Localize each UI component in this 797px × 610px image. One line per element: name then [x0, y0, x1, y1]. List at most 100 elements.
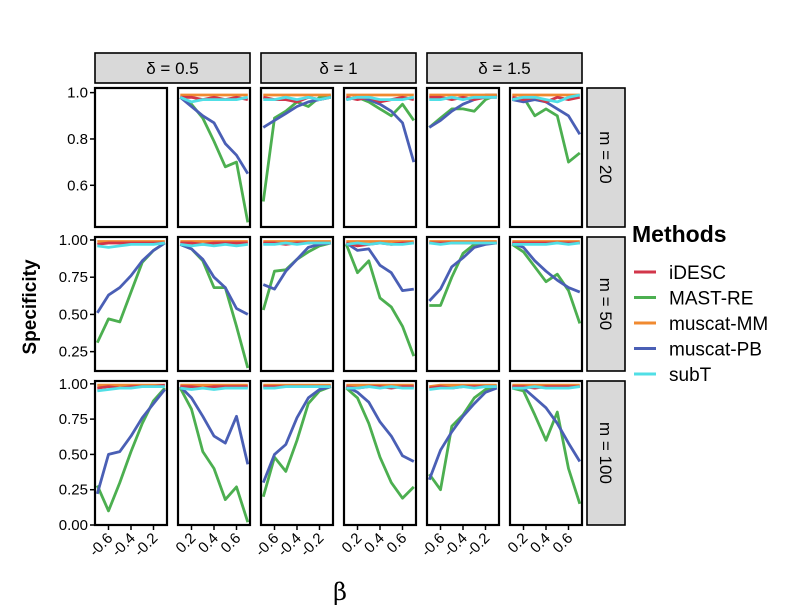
series-line-mast-re	[345, 387, 415, 500]
series-line-subt	[179, 95, 249, 104]
y-axes: 1.0 0.8 0.6 1.00 0.75 0.50 0.25 1.00 0.75 0.50 0.2…	[59, 85, 95, 534]
legend-title: Methods	[632, 221, 727, 247]
y-tick-label: 0.25	[59, 482, 88, 499]
panel-bg	[178, 237, 250, 371]
row-strip-label: m = 100	[596, 422, 615, 484]
series-line-idesc	[180, 241, 248, 246]
panel-bg	[261, 381, 333, 525]
series-line-muscat-pb	[179, 243, 249, 316]
panel-bg	[427, 381, 499, 525]
series-line-muscat-pb	[511, 241, 581, 294]
y-tick-label: 1.00	[59, 376, 88, 393]
legend-label: iDESC	[669, 263, 726, 284]
panel-bg	[95, 88, 167, 227]
legend-label: subT	[669, 365, 712, 386]
y-tick-label: 0.25	[59, 344, 88, 361]
panel-r0-c1-neg	[259, 86, 335, 229]
y-tick-label: 0.50	[59, 306, 88, 323]
series-line-subt	[429, 385, 497, 391]
series-line-subt	[263, 95, 332, 101]
row-strip-bg	[586, 236, 626, 372]
series-line-idesc	[512, 95, 581, 104]
series-line-subt	[429, 241, 497, 246]
panel-bg	[510, 237, 582, 371]
series-line-subt	[97, 385, 165, 393]
panel-bg	[344, 237, 416, 371]
series-line-subt	[180, 242, 248, 248]
panel-border	[342, 86, 418, 229]
panel-r1-c0-neg	[93, 235, 169, 373]
x-tick-label: -0.2	[131, 530, 161, 560]
x-tick-label: 0.6	[384, 530, 411, 557]
panel-r2-c2-neg	[425, 379, 501, 527]
x-tick-label: 0.6	[218, 530, 245, 557]
y-tick-label: 0.00	[59, 517, 88, 534]
panel-bg	[427, 88, 499, 227]
x-tick-label: 0.6	[550, 530, 577, 557]
row-strips: m = 20 m = 50 m = 100	[586, 87, 626, 526]
panel-r0-c1-pos	[342, 86, 418, 229]
y-tick-label: 1.00	[59, 232, 88, 249]
legend-label: muscat-MM	[669, 314, 768, 335]
panel-r1-c2-pos	[508, 235, 584, 373]
panel-border	[259, 235, 335, 373]
panel-r0-c2-pos	[508, 86, 584, 229]
legend-label: MAST-RE	[669, 289, 753, 310]
row-strip-bg	[586, 87, 626, 228]
panel-border	[508, 235, 584, 373]
panel-r2-c2-pos	[508, 379, 584, 527]
series-line-subt	[180, 386, 248, 391]
panel-border	[93, 86, 169, 229]
panel-r2-c1-neg	[259, 379, 335, 527]
panel-bg	[95, 237, 167, 371]
series-line-subt	[429, 95, 497, 101]
panels	[93, 86, 584, 527]
series-line-idesc	[180, 95, 249, 101]
panel-r0-c0-neg	[93, 86, 169, 229]
col-strip-label: δ = 1	[319, 59, 357, 78]
panel-border	[508, 86, 584, 229]
row-strip-label: m = 50	[596, 278, 615, 330]
legend: Methods iDESC MAST-RE muscat-MM muscat-PB su…	[632, 221, 768, 386]
y-tick-label: 1.0	[67, 85, 88, 102]
panel-border	[93, 235, 169, 373]
series-line-mast-re	[511, 386, 582, 505]
panel-border	[425, 235, 501, 373]
series-line-subt	[512, 241, 580, 246]
panel-r1-c1-neg	[259, 235, 335, 373]
series-line-muscat-pb	[261, 385, 332, 484]
series-line-mast-re	[96, 387, 166, 513]
series-line-muscat-pb	[96, 241, 166, 314]
panel-r1-c1-pos	[342, 235, 418, 373]
series-line-mast-re	[511, 243, 582, 324]
col-strip-label: δ = 1.5	[478, 59, 530, 78]
panel-border	[425, 86, 501, 229]
series-line-muscat-pb	[95, 388, 166, 495]
panel-r2-c0-pos	[176, 379, 252, 527]
panel-r0-c2-neg	[425, 86, 501, 229]
column-strips: δ = 0.5 δ = 1 δ = 1.5	[94, 52, 583, 84]
series-line-mast-re	[344, 243, 416, 357]
series-line-mast-re	[179, 387, 250, 523]
series-line-subt	[346, 385, 414, 390]
panel-bg	[261, 88, 333, 227]
series-line-subt	[263, 241, 331, 246]
series-line-subt	[97, 241, 165, 249]
y-tick-label: 0.75	[59, 411, 88, 428]
series-line-idesc	[512, 385, 580, 390]
series-line-subt	[512, 93, 581, 104]
series-line-idesc	[346, 95, 415, 104]
y-tick-label: 0.50	[59, 446, 88, 463]
panel-border	[176, 86, 252, 229]
y-tick-label: 0.8	[67, 131, 88, 148]
series-line-subt	[346, 95, 415, 101]
series-line-mast-re	[428, 93, 498, 129]
x-tick-label: -0.2	[297, 530, 327, 560]
series-line-muscat-pb	[345, 241, 414, 293]
panel-bg	[261, 237, 333, 371]
col-strip-label: δ = 0.5	[146, 59, 198, 78]
series-line-idesc	[180, 385, 248, 390]
legend-label: muscat-PB	[669, 340, 762, 361]
panel-r1-c0-pos	[176, 235, 252, 373]
